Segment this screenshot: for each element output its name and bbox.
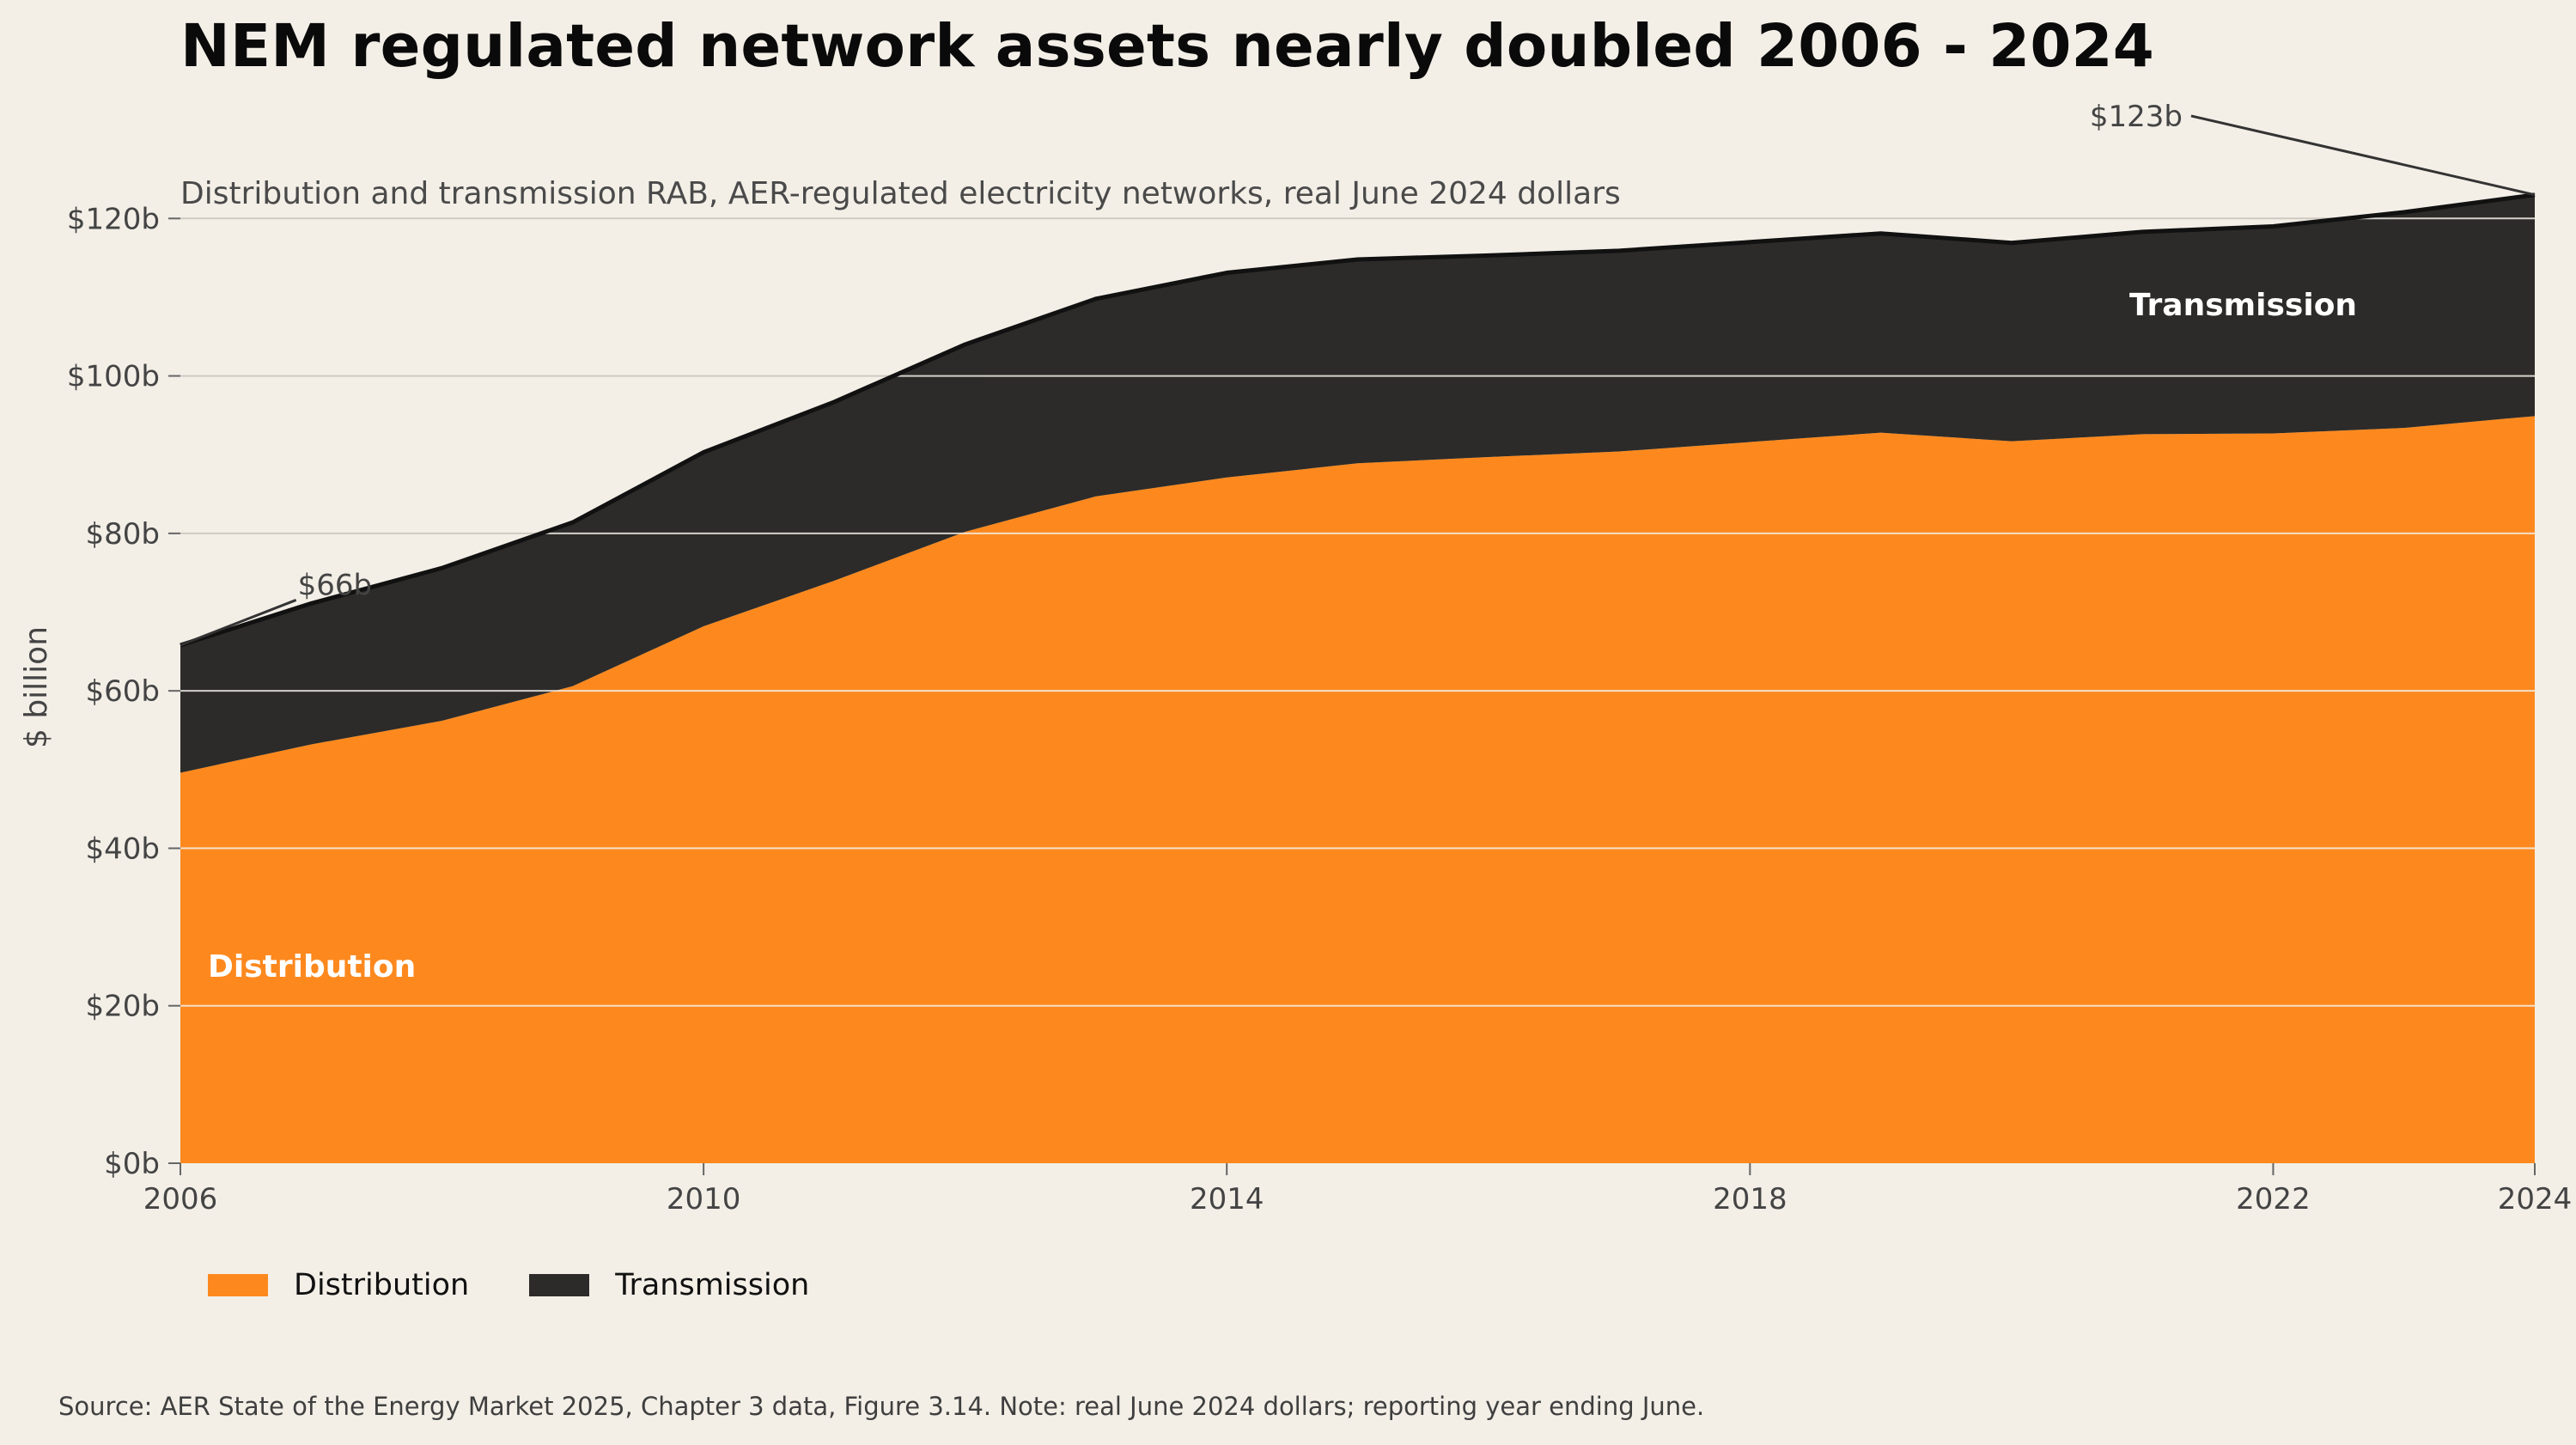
y-tick-label: $100b bbox=[67, 360, 160, 394]
chart-subtitle: Distribution and transmission RAB, AER-r… bbox=[180, 176, 1621, 211]
x-tick-label: 2010 bbox=[667, 1182, 741, 1216]
area-transmission bbox=[180, 194, 2535, 773]
axes: $0b $20b $40b $60b $80b $100b $120b 2006 2010 201… bbox=[19, 202, 2572, 1216]
x-tick-label: 2018 bbox=[1713, 1182, 1787, 1216]
total-line bbox=[180, 192, 2536, 648]
x-tick-label: 2022 bbox=[2236, 1182, 2311, 1216]
legend-item-distribution: Distribution bbox=[208, 1268, 469, 1302]
total-outline bbox=[180, 192, 2536, 648]
legend-swatch-transmission bbox=[529, 1274, 590, 1296]
y-tick-label: $40b bbox=[86, 832, 160, 866]
source-note: Source: AER State of the Energy Market 2… bbox=[58, 1392, 1705, 1421]
y-tick-label: $60b bbox=[86, 674, 160, 709]
y-tick-label: $80b bbox=[86, 517, 160, 552]
annotation-leader-end bbox=[2190, 114, 2536, 197]
area-distribution bbox=[180, 416, 2535, 1163]
area-layers bbox=[180, 194, 2535, 1163]
legend-label-distribution: Distribution bbox=[294, 1268, 470, 1302]
x-tick-label: 2014 bbox=[1190, 1182, 1264, 1216]
y-tick-label: $0b bbox=[104, 1147, 160, 1181]
legend-swatch-distribution bbox=[208, 1274, 268, 1296]
annotation-leader-start bbox=[180, 599, 297, 647]
area-label-transmission: Transmission bbox=[2129, 288, 2357, 323]
y-tick-label: $20b bbox=[86, 990, 160, 1024]
x-tick-label: 2006 bbox=[143, 1182, 218, 1216]
annotation-start: $66b bbox=[298, 568, 372, 602]
y-tick-label: $120b bbox=[67, 202, 160, 236]
annotations: $66b $123b bbox=[180, 100, 2536, 647]
chart-title: NEM regulated network assets nearly doub… bbox=[180, 12, 2154, 81]
legend-item-transmission: Transmission bbox=[529, 1268, 809, 1302]
legend-label-transmission: Transmission bbox=[615, 1268, 810, 1302]
annotation-end: $123b bbox=[2090, 100, 2183, 134]
y-axis-label: $ billion bbox=[19, 626, 54, 748]
x-tick-label: 2024 bbox=[2498, 1182, 2573, 1216]
area-labels: Distribution Transmission bbox=[208, 288, 2357, 985]
legend: Distribution Transmission bbox=[208, 1268, 869, 1302]
area-label-distribution: Distribution bbox=[208, 949, 416, 985]
